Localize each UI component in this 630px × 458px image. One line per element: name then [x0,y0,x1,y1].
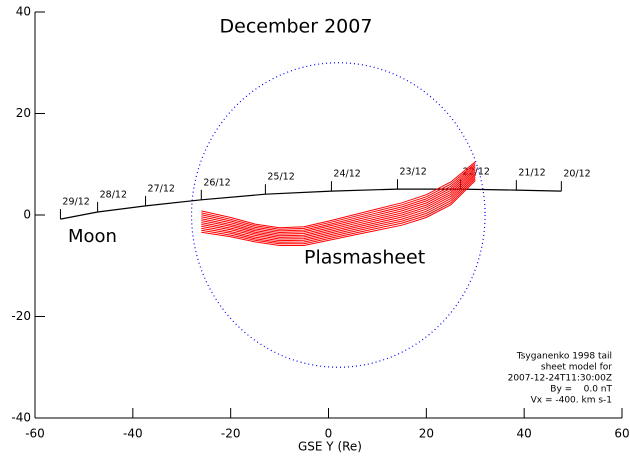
moon-label: Moon [68,226,117,247]
moon-day-label: 27/12 [148,183,175,194]
y-tick-label: 20 [16,106,31,120]
chart-title: December 2007 [220,16,373,38]
sheet-lower-edge [201,180,476,246]
model-note: Vx = -400. km s-1 [531,396,612,406]
model-note: 2007-12-24T11:30:00Z [508,374,612,384]
x-tick-label: -60 [25,427,45,441]
y-tick-label: -40 [11,411,31,425]
sheet-hatch-line [201,171,476,238]
sheet-hatch-line [201,168,476,235]
moon-day-label: 29/12 [62,197,89,208]
boundary-circle [190,62,486,368]
x-tick-label: 20 [419,427,434,441]
moon-day-label: 24/12 [333,169,360,180]
moon-day-label: 22/12 [463,167,490,178]
sheet-hatch-line [201,175,476,242]
x-tick-label: -40 [123,427,143,441]
x-tick-label: 40 [517,427,532,441]
sheet-hatch-line [201,166,476,234]
moon-day-label: 21/12 [518,168,545,179]
sheet-hatch-line [201,164,476,232]
plasmasheet-label: Plasmasheet [304,247,425,269]
y-tick-label: 40 [16,5,31,19]
moon-day-label: 28/12 [100,189,127,200]
x-tick-label: -20 [221,427,241,441]
model-note: sheet model for [541,363,612,373]
x-tick-label: 60 [614,427,629,441]
x-axis-label: GSE Y (Re) [298,440,362,454]
moon-track [60,188,562,220]
moon-day-label: 26/12 [203,177,230,188]
model-note: Tsyganenko 1998 tail [516,352,612,362]
y-tick-label: 0 [23,208,31,222]
sheet-hatch-line [201,178,476,245]
x-tick-label: 0 [325,427,333,441]
sheet-hatch-line [201,169,476,237]
model-note: By = 0.0 nT [550,385,612,395]
sheet-hatch-line [201,176,476,243]
sheet-hatch-line [201,163,476,230]
y-tick-label: -20 [11,309,31,323]
moon-day-label: 25/12 [267,172,294,183]
sheet-hatch-line [201,173,476,240]
moon-day-label: 23/12 [399,167,426,178]
moon-day-label: 20/12 [563,169,590,180]
sheet-upper-edge [201,161,476,229]
